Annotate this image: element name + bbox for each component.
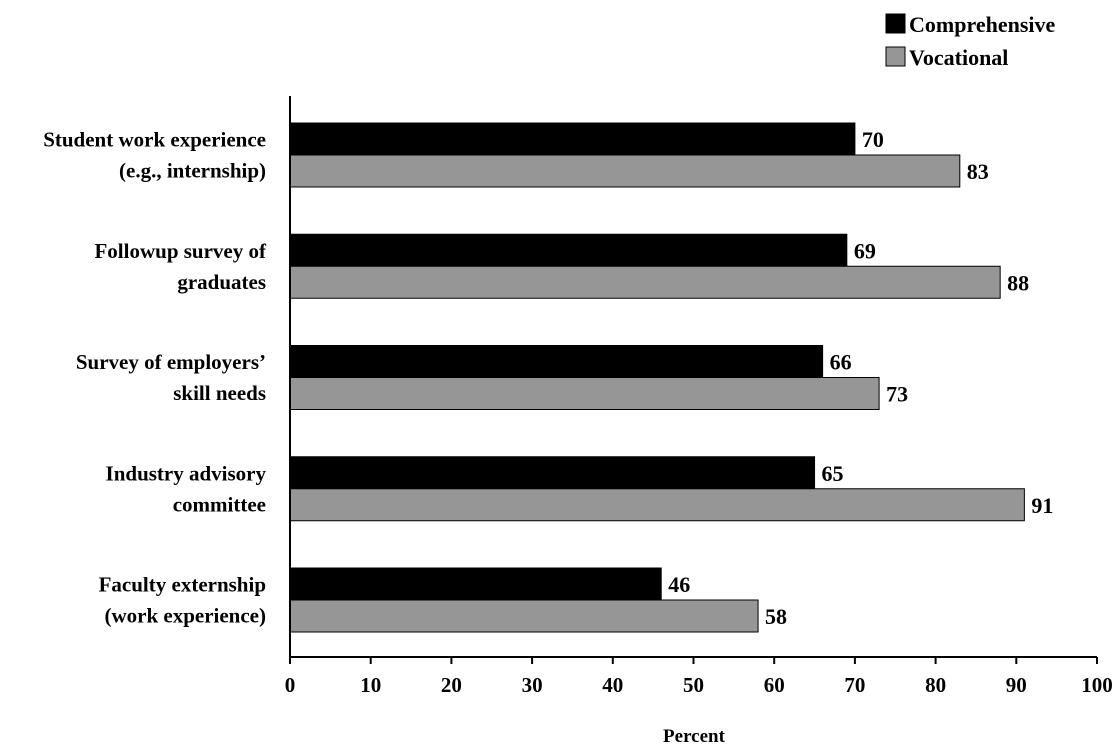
value-label-comprehensive-1: 69 [854, 238, 876, 263]
bar-comprehensive-1 [289, 233, 848, 267]
bar-vocational-3 [289, 488, 1025, 522]
legend-swatch-vocational [885, 46, 906, 67]
category-label-2: Survey of employers’ skill needs [76, 350, 266, 405]
category-label-line: Faculty externship [99, 573, 266, 597]
bar-comprehensive-3 [289, 456, 816, 490]
category-label-1: Followup survey of graduates [94, 239, 267, 294]
value-label-comprehensive-0: 70 [862, 127, 884, 152]
category-label-line: committee [173, 492, 266, 516]
legend-label-comprehensive: Comprehensive [909, 12, 1055, 37]
value-label-vocational-4: 58 [765, 604, 787, 629]
value-label-comprehensive-4: 46 [668, 572, 690, 597]
legend: Comprehensive Vocational [885, 12, 1055, 70]
x-tick-label-10: 10 [360, 673, 381, 697]
category-labels: Student work experience (e.g., internship… [43, 128, 267, 628]
bar-comprehensive-4 [289, 567, 662, 601]
axes [289, 96, 1098, 664]
legend-swatch-comprehensive [885, 13, 906, 34]
category-label-0: Student work experience (e.g., internship… [43, 128, 266, 183]
x-tick-label-30: 30 [522, 673, 543, 697]
x-axis-title: Percent [663, 726, 726, 747]
x-tick-label-60: 60 [764, 673, 785, 697]
value-label-vocational-2: 73 [886, 382, 908, 407]
category-label-line: Followup survey of [94, 239, 267, 263]
bar-comprehensive-0 [289, 122, 856, 156]
x-tick-label-80: 80 [925, 673, 946, 697]
bar-vocational-2 [289, 377, 880, 410]
category-label-line: Industry advisory [106, 461, 267, 485]
bars [289, 122, 1025, 633]
category-label-line: (work experience) [104, 604, 266, 628]
x-tick-label-0: 0 [285, 673, 296, 697]
category-label-line: (e.g., internship) [119, 159, 266, 183]
bar-comprehensive-2 [289, 345, 824, 378]
value-label-vocational-0: 83 [967, 159, 989, 184]
value-label-vocational-3: 91 [1031, 493, 1053, 518]
category-label-4: Faculty externship (work experience) [99, 573, 266, 628]
value-label-comprehensive-2: 66 [830, 350, 852, 375]
tick-labels: 0 10 20 30 40 50 60 70 80 90 100 [285, 673, 1113, 697]
category-label-line: graduates [177, 270, 266, 294]
x-tick-label-40: 40 [602, 673, 623, 697]
category-label-3: Industry advisory committee [106, 461, 267, 516]
category-label-line: Student work experience [43, 128, 266, 152]
category-label-line: Survey of employers’ [76, 350, 266, 374]
category-label-line: skill needs [173, 381, 266, 405]
legend-label-vocational: Vocational [909, 45, 1008, 70]
bar-vocational-0 [289, 154, 961, 188]
x-tick-label-20: 20 [441, 673, 462, 697]
x-tick-label-100: 100 [1081, 673, 1113, 697]
x-tick-label-70: 70 [844, 673, 865, 697]
value-labels: 70 83 69 88 66 73 65 91 46 58 [668, 127, 1053, 629]
value-label-comprehensive-3: 65 [822, 461, 844, 486]
x-tick-label-90: 90 [1006, 673, 1027, 697]
value-label-vocational-1: 88 [1007, 270, 1029, 295]
bar-vocational-1 [289, 265, 1001, 299]
x-tick-label-50: 50 [683, 673, 704, 697]
bar-vocational-4 [289, 599, 759, 633]
